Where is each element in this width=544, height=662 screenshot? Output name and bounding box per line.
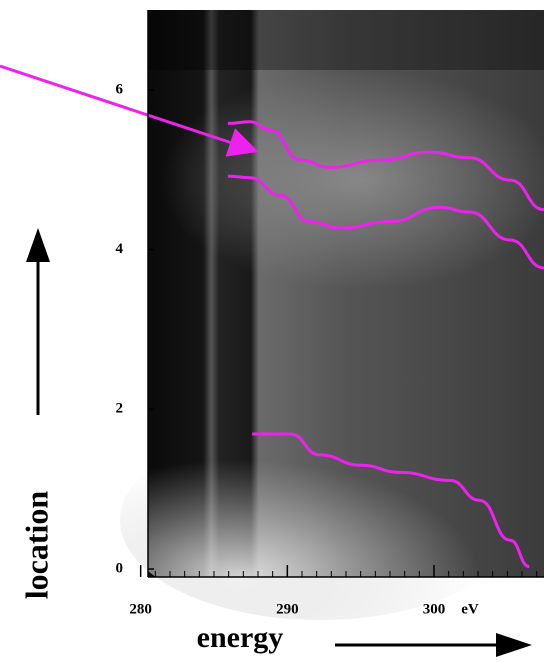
y-tick-label: 2 bbox=[116, 401, 124, 417]
x-unit: eV bbox=[461, 601, 479, 617]
x-arrowhead bbox=[496, 633, 532, 657]
chart: energy location eV 280 290 300 0 2 4 6 bbox=[0, 0, 544, 662]
y-tick-label: 4 bbox=[116, 241, 124, 257]
x-tick-label: 280 bbox=[129, 601, 152, 617]
x-tick-label: 290 bbox=[276, 601, 299, 617]
y-axis-label: location bbox=[18, 491, 54, 600]
y-tick-label: 0 bbox=[116, 560, 124, 576]
y-arrowhead bbox=[26, 228, 50, 262]
y-tick-label: 6 bbox=[116, 81, 124, 97]
x-tick-label: 300 bbox=[423, 601, 446, 617]
x-axis-label: energy bbox=[197, 621, 284, 654]
spectral-image bbox=[120, 10, 544, 620]
